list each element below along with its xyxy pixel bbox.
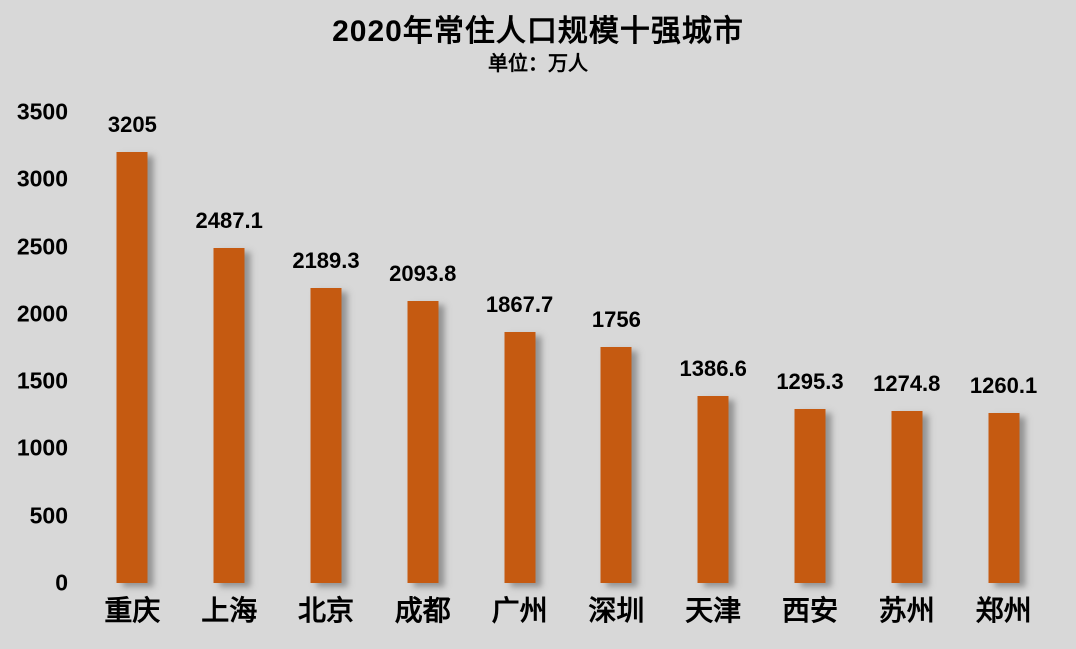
bar-value-label: 2093.8	[389, 261, 457, 286]
category-label: 西安	[781, 595, 838, 626]
bar-column: 1386.6 天津	[665, 112, 762, 626]
category-label: 天津	[685, 595, 742, 626]
bar-value-label: 1260.1	[969, 373, 1038, 398]
y-axis-label: 1000	[16, 434, 68, 461]
chart-title: 2020年常住人口规模十强城市	[332, 15, 744, 48]
bar	[213, 248, 245, 583]
bar-value-label: 3205	[107, 112, 157, 137]
y-axis-label: 1500	[16, 367, 68, 394]
bar-column: 1295.3 西安	[762, 112, 859, 626]
bar	[116, 152, 148, 583]
bar-value-label: 1756	[591, 307, 641, 332]
bar	[988, 413, 1020, 583]
bar-column: 1274.8 苏州	[858, 112, 955, 626]
category-label: 深圳	[588, 595, 645, 626]
bar-column: 2189.3 北京	[278, 112, 375, 626]
category-label: 上海	[201, 595, 258, 626]
bar-column: 2093.8 成都	[374, 112, 471, 626]
category-label: 重庆	[104, 595, 161, 626]
y-axis-label: 3000	[16, 165, 68, 192]
bar-value-label: 1386.6	[679, 356, 747, 381]
bar-value-label: 1274.8	[873, 371, 941, 396]
category-label: 广州	[491, 595, 548, 626]
y-axis: 0 500 1000 1500 2000 2500 3000 3500	[0, 0, 70, 649]
chart-subtitle: 单位：万人	[488, 53, 588, 75]
bar-column: 3205 重庆	[84, 112, 181, 626]
bar	[310, 288, 342, 583]
bar-column: 1867.7 广州	[471, 112, 568, 626]
bar-value-label: 1295.3	[776, 369, 844, 394]
bar-column: 2487.1 上海	[181, 112, 278, 626]
bar	[697, 396, 729, 583]
bar-value-label: 1867.7	[485, 292, 554, 317]
category-label: 苏州	[878, 595, 935, 626]
bar	[600, 347, 632, 583]
plot-area: 3205 重庆 2487.1 上海 2189.3 北京 2093.8 成都 1867.7 广州 17…	[84, 112, 1052, 626]
category-label: 北京	[297, 595, 354, 626]
bar	[891, 411, 923, 583]
bar-value-label: 2487.1	[195, 208, 263, 233]
bar	[504, 332, 536, 583]
y-axis-label: 2000	[16, 300, 68, 327]
bar-column: 1756 深圳	[568, 112, 665, 626]
y-axis-label: 500	[29, 502, 68, 529]
bar	[407, 301, 439, 583]
bar-column: 1260.1 郑州	[955, 112, 1052, 626]
y-axis-label: 2500	[16, 233, 68, 260]
category-label: 郑州	[975, 595, 1032, 626]
bar	[794, 409, 826, 583]
category-label: 成都	[394, 595, 451, 626]
bar-value-label: 2189.3	[292, 248, 360, 273]
y-axis-label: 0	[55, 569, 68, 596]
y-axis-label: 3500	[16, 98, 68, 125]
